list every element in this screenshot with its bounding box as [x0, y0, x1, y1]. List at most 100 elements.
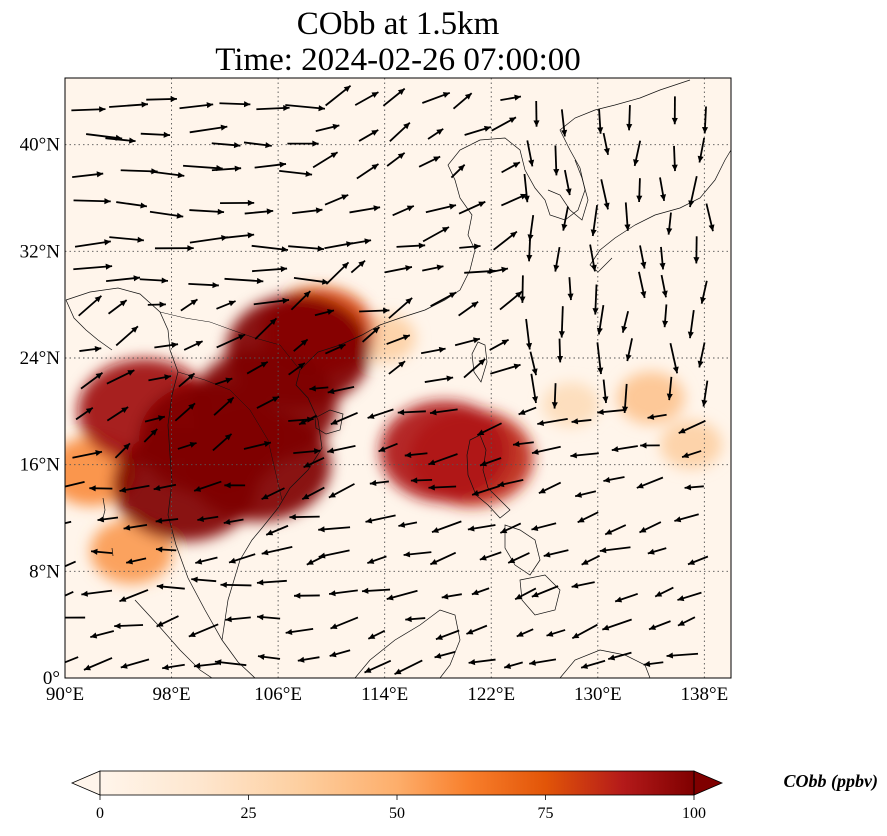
wind-arrow: [261, 545, 293, 556]
wind-arrow: [246, 361, 269, 375]
wind-arrow: [72, 171, 104, 179]
wind-arrow: [228, 553, 256, 564]
wind-arrow: [497, 479, 524, 488]
wind-arrow: [216, 333, 246, 349]
coastline-korea: [547, 159, 589, 221]
wind-arrow: [188, 623, 219, 638]
wind-arrow: [81, 589, 113, 597]
wind-arrow: [491, 116, 517, 132]
wind-arrow: [602, 379, 609, 404]
wind-arrow: [327, 385, 355, 395]
wind-arrow: [563, 169, 572, 196]
wind-arrow: [487, 266, 509, 274]
wind-vectors: [65, 84, 715, 675]
wind-arrow: [397, 409, 426, 416]
wind-arrow: [220, 199, 255, 206]
wind-arrow: [560, 109, 568, 137]
wind-arrow: [662, 304, 669, 328]
wind-arrow: [427, 128, 444, 140]
wind-arrow: [435, 629, 460, 641]
map-panel: [64, 77, 732, 679]
wind-arrow: [386, 152, 406, 167]
wind-arrow: [369, 479, 389, 486]
wind-arrow: [123, 523, 148, 531]
wind-arrow: [589, 244, 597, 272]
wind-arrow: [450, 164, 466, 179]
wind-arrow: [359, 307, 390, 314]
wind-arrow: [681, 450, 702, 459]
wind-arrow: [180, 298, 198, 312]
wind-arrow: [624, 202, 631, 231]
wind-arrow: [303, 456, 325, 469]
wind-arrow: [677, 591, 702, 602]
wind-arrow: [396, 242, 426, 249]
wind-arrow: [501, 161, 521, 174]
wind-arrow: [479, 551, 502, 561]
wind-arrow: [647, 413, 667, 420]
co-plume: [659, 420, 723, 469]
wind-arrow: [546, 629, 566, 637]
wind-arrow: [197, 515, 219, 523]
wind-arrow: [156, 583, 185, 590]
wind-arrow: [543, 549, 569, 558]
wind-arrow: [119, 484, 150, 493]
wind-arrow: [214, 377, 233, 386]
wind-arrow: [287, 140, 319, 147]
wind-arrow: [297, 656, 320, 663]
wind-arrow: [464, 125, 492, 136]
wind-arrow: [581, 555, 600, 566]
wind-arrow: [154, 245, 194, 252]
wind-arrow: [183, 340, 203, 351]
coastline-visayas: [504, 524, 541, 576]
wind-arrow: [293, 448, 321, 455]
wind-arrow: [188, 282, 219, 289]
wind-arrow: [256, 395, 280, 409]
wind-arrow: [659, 246, 666, 270]
wind-arrow: [290, 290, 311, 311]
wind-arrow: [471, 485, 501, 496]
wind-arrow: [611, 445, 638, 453]
wind-arrow: [558, 306, 565, 338]
wind-arrow: [367, 555, 387, 564]
wind-arrow: [625, 338, 633, 362]
wind-arrow: [384, 265, 413, 274]
wind-arrow: [330, 412, 358, 426]
wind-arrow: [394, 659, 423, 675]
wind-arrow: [621, 310, 630, 333]
lat-tick-label: 8°N: [29, 561, 60, 582]
wind-arrow: [292, 207, 323, 215]
wind-arrow: [256, 579, 287, 586]
wind-arrow: [211, 142, 241, 149]
wind-arrow: [223, 232, 255, 239]
wind-arrow: [701, 106, 709, 134]
wind-arrow: [638, 271, 647, 299]
wind-arrow: [315, 123, 340, 132]
colorbar-extend-max: [693, 770, 724, 796]
wind-arrow: [531, 585, 559, 598]
wind-arrow: [441, 593, 462, 600]
wind-arrow: [120, 658, 150, 669]
wind-arrow: [700, 280, 708, 304]
wind-arrow: [328, 483, 355, 499]
wind-arrow: [607, 651, 632, 661]
wind-arrow: [298, 414, 318, 426]
wind-arrow: [361, 326, 380, 343]
wind-arrow: [105, 137, 136, 144]
wind-arrow: [571, 623, 598, 640]
wind-arrow: [73, 263, 113, 271]
wind-arrow: [220, 581, 252, 588]
wind-arrow: [386, 589, 418, 601]
wind-arrow: [364, 659, 392, 674]
co-plume: [542, 382, 600, 427]
wind-arrow: [294, 592, 320, 599]
wind-arrow: [378, 442, 398, 453]
wind-arrow: [574, 490, 597, 498]
wind-arrow: [189, 124, 228, 134]
wind-arrow: [293, 276, 329, 285]
wind-arrow: [514, 587, 537, 601]
lat-tick-label: 32°N: [20, 241, 61, 262]
map-title-line2: Time: 2024-02-26 07:00:00: [215, 42, 581, 78]
wind-arrow: [490, 363, 521, 375]
wind-arrow: [643, 660, 664, 667]
coastline-sumatra: [134, 599, 213, 678]
